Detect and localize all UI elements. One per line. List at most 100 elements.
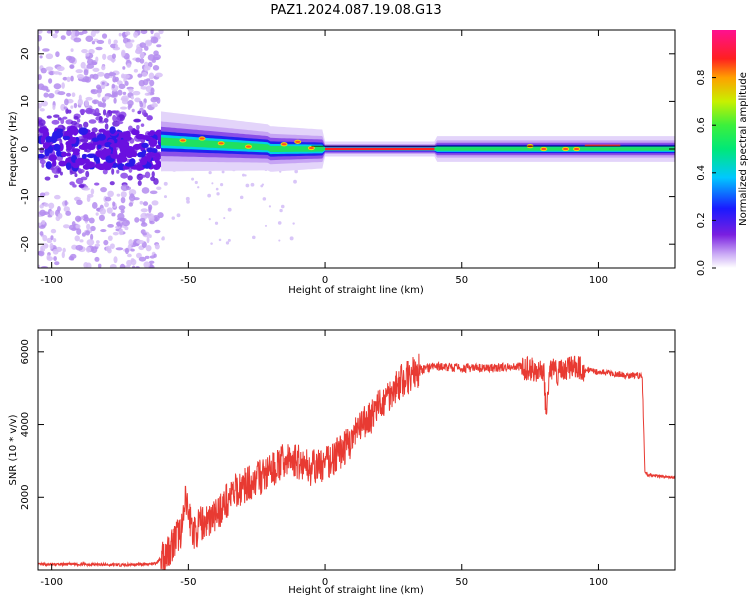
spectrogram-cell [221, 170, 225, 174]
spectrogram-cell [38, 102, 42, 109]
spectrogram-cell [57, 205, 61, 212]
spectrogram-cell [54, 261, 60, 266]
spectrogram-cell [85, 35, 94, 42]
spectrogram-cell [48, 154, 58, 162]
spectrogram-cell [121, 49, 126, 57]
spectrogram-cell [70, 120, 78, 126]
spectrogram-cell [145, 244, 152, 252]
spectrogram-cell [42, 234, 48, 242]
spectrogram-cell [94, 256, 100, 262]
spectrogram-cell [149, 79, 155, 87]
spectrogram-cell [124, 226, 129, 231]
spectrogram-cell [97, 71, 105, 77]
spectrogram-cell [137, 73, 143, 78]
spectrogram-cell [262, 197, 267, 201]
spectrogram-cell [57, 167, 62, 173]
spectrogram-cell [142, 201, 149, 206]
spectrogram-cell [132, 265, 136, 268]
spectrogram-cell [120, 172, 129, 179]
spectrogram-cell [252, 235, 256, 240]
spectrogram-cell [136, 239, 145, 244]
spectrogram-cell [152, 65, 160, 71]
spectrogram-cell [96, 207, 101, 211]
spectrogram-cell [134, 217, 140, 223]
spectrogram-cell [116, 221, 121, 227]
spectrogram-cell [130, 248, 135, 252]
spectrogram-cell [61, 151, 67, 158]
spectrogram-cell [185, 196, 190, 201]
spectrogram-cell [54, 194, 61, 200]
spectrogram-cell [134, 118, 141, 123]
spectrogram-cell [60, 35, 66, 40]
spectrogram-cell [67, 125, 78, 135]
spectrogram-cell [82, 76, 90, 82]
spectrogram-cell [105, 112, 110, 118]
spectrogram-cell [104, 201, 109, 208]
spectrogram-cell [74, 235, 80, 242]
spectrogram-cell [42, 48, 50, 52]
spectrogram-x-label: Height of straight line (km) [288, 285, 424, 296]
spectrogram-cell [75, 158, 84, 165]
spectrogram-cell [280, 204, 285, 209]
spectrogram-cell [133, 68, 138, 73]
spectrogram-cell [157, 212, 164, 219]
spectrogram-cell [48, 92, 55, 99]
spectrogram-cell [112, 114, 117, 122]
spectrogram-cell [43, 202, 49, 207]
spectrogram-cell [107, 235, 113, 241]
spectrogram-cell [127, 175, 133, 181]
spectrogram-cell [119, 263, 126, 268]
colorbar-tick-label: 0.2 [696, 212, 707, 228]
snr-x-tick-label: 50 [455, 577, 468, 588]
snr-series-line [38, 353, 675, 570]
spectrogram-cell [156, 44, 162, 48]
spectrogram-cell [95, 84, 102, 90]
spectrogram-cell [72, 184, 77, 188]
spectrogram-cell [79, 108, 86, 114]
spectrogram-cell [120, 196, 126, 204]
spectrogram-cell [81, 232, 86, 237]
spectrogram-y-tick-label: 20 [20, 47, 31, 60]
spectrogram-cell [38, 119, 46, 126]
spectrogram-cell [140, 212, 149, 220]
spectrogram-cell [121, 95, 129, 102]
spectrogram-cell [59, 171, 63, 176]
spectrogram-cell [118, 83, 126, 90]
spectrogram-cell [69, 64, 74, 69]
spectrogram-cell [107, 190, 114, 198]
spectrogram-cell [135, 50, 140, 54]
spectrogram-cell [60, 103, 66, 111]
spectrogram-cell [191, 177, 195, 181]
spectrogram-cell [63, 106, 68, 110]
spectrogram-peak [562, 146, 570, 152]
spectrogram-cell [144, 255, 150, 259]
spectrogram-cell [220, 183, 224, 187]
spectrogram-cell [293, 179, 297, 184]
spectrogram-cell [40, 248, 46, 252]
spectrogram-cell [38, 153, 45, 159]
spectrogram-cell [148, 138, 158, 147]
spectrogram-cell [85, 52, 90, 57]
spectrogram-cell [151, 171, 155, 178]
spectrogram-cell [294, 169, 298, 174]
spectrogram-y-tick-label: -20 [20, 236, 31, 252]
colorbar-label: Normalized spectral amplitude [738, 72, 749, 226]
spectrogram-cell [104, 123, 109, 130]
spectrogram-cell [69, 181, 75, 186]
spectrogram-cell [144, 92, 151, 96]
spectrogram-cell [53, 256, 57, 262]
spectrogram-cell [52, 104, 56, 110]
spectrogram-cell [141, 71, 148, 77]
spectrogram-cell [38, 222, 42, 227]
spectrogram-cell [102, 169, 108, 175]
spectrogram-cell [289, 236, 294, 241]
spectrogram-cell [52, 159, 57, 167]
spectrogram-cell [38, 126, 49, 134]
spectrogram-x-tick-label: 50 [455, 275, 468, 286]
spectrogram-peak [245, 144, 253, 149]
spectrogram-cell [118, 32, 122, 37]
spectrogram-cell [91, 61, 98, 66]
spectrogram-cell [102, 53, 107, 60]
spectrogram-cell [137, 180, 142, 186]
